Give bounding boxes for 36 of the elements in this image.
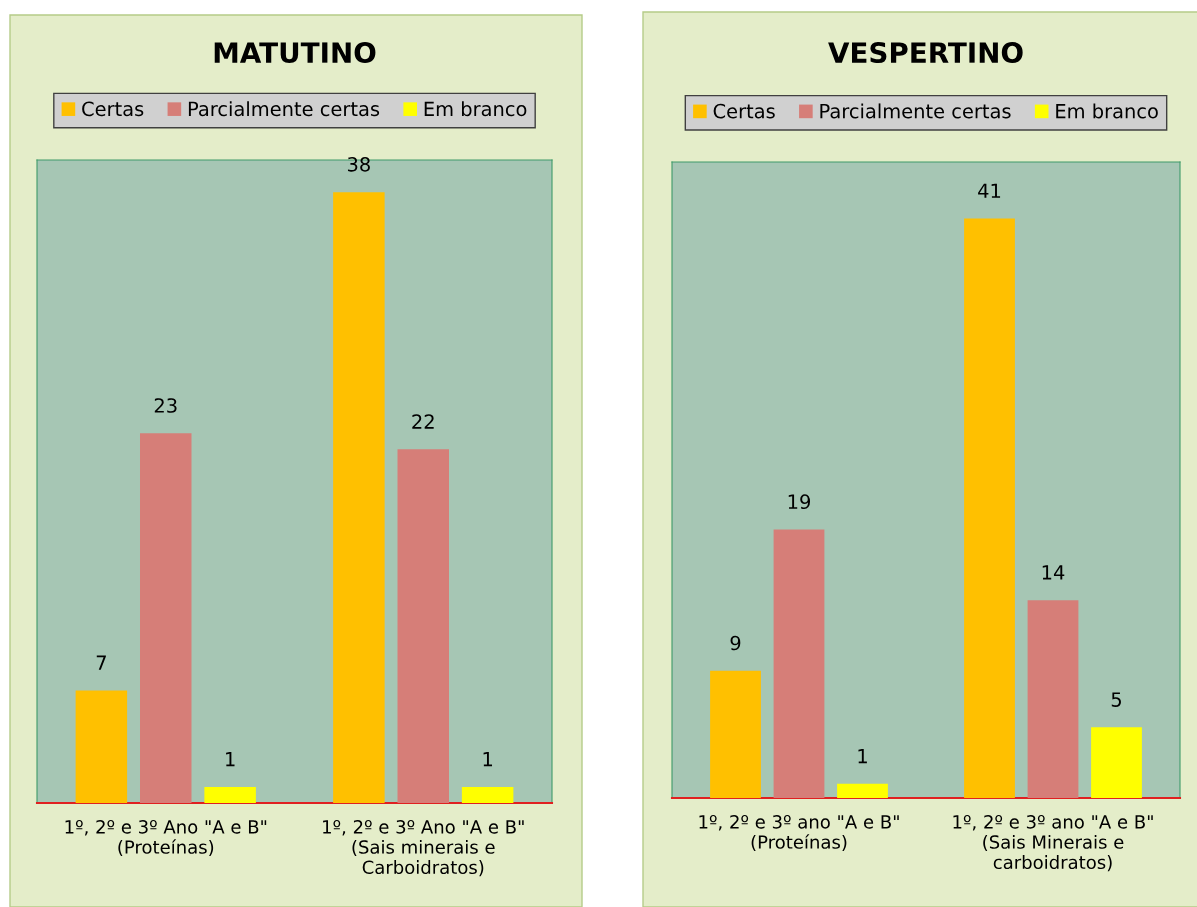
data-label: 22 <box>412 414 434 429</box>
chart-title: MATUTINO <box>214 42 376 64</box>
bar <box>461 786 514 803</box>
bar <box>1091 727 1142 798</box>
x-tick-label: 1º, 2º e 3º Ano "A e B" (Proteínas) <box>65 819 267 856</box>
legend-label: Certas <box>713 103 775 119</box>
bar <box>773 529 825 798</box>
data-label: 9 <box>730 635 741 651</box>
data-label: 7 <box>96 655 106 670</box>
data-label: 38 <box>347 157 370 172</box>
bar <box>204 786 256 803</box>
x-tick-label: 1º, 2º e 3º ano "A e B" (Proteínas) <box>699 814 899 851</box>
legend-label: Parcialmente certas <box>820 103 1011 119</box>
legend-label: Em branco <box>424 101 527 117</box>
bar <box>964 218 1015 798</box>
data-label: 1 <box>483 752 493 767</box>
bar <box>140 433 192 803</box>
legend-label: Certas <box>82 101 144 117</box>
bar <box>837 783 888 798</box>
data-label: 5 <box>1111 692 1121 707</box>
bar <box>75 690 128 803</box>
x-tick-label: 1º, 2º e 3º ano "A e B" (Sais Minerais e carboidratos) <box>953 814 1153 872</box>
data-label: 1 <box>226 752 235 767</box>
bar <box>710 670 761 798</box>
data-label: 41 <box>978 183 1001 198</box>
legend-label: Em branco <box>1056 103 1158 119</box>
legend-label: Parcialmente certas <box>188 101 380 117</box>
bar <box>1027 600 1079 798</box>
x-tick-label: 1º, 2º e 3º Ano "A e B" (Sais minerais e Carboidratos) <box>323 819 524 877</box>
bar <box>397 449 449 803</box>
bar <box>333 192 385 803</box>
chart-title: VESPERTINO <box>828 42 1023 64</box>
data-label: 14 <box>1042 565 1065 580</box>
data-label: 19 <box>788 494 810 510</box>
data-label: 23 <box>154 398 177 413</box>
data-label: 1 <box>858 748 867 764</box>
